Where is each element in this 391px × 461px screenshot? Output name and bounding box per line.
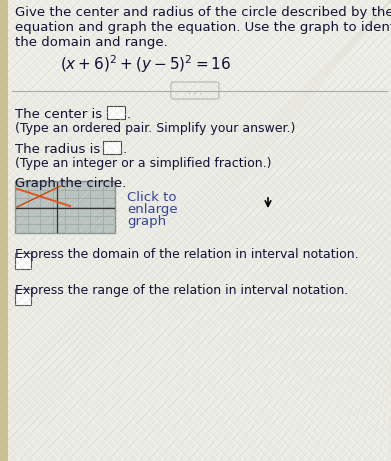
Text: The center is: The center is <box>15 108 102 121</box>
Bar <box>107 106 125 119</box>
Text: (Type an integer or a simplified fraction.): (Type an integer or a simplified fractio… <box>15 157 271 170</box>
Text: .: . <box>123 143 127 156</box>
Text: . . .: . . . <box>188 87 202 95</box>
Bar <box>0 0 8 461</box>
Text: Give the center and radius of the circle described by the: Give the center and radius of the circle… <box>15 6 391 19</box>
Text: the domain and range.: the domain and range. <box>15 36 168 49</box>
Bar <box>15 289 31 305</box>
Bar <box>15 253 31 269</box>
Text: enlarge: enlarge <box>127 203 178 216</box>
Text: Graph the circle.: Graph the circle. <box>15 177 126 190</box>
Text: equation and graph the equation. Use the graph to identify: equation and graph the equation. Use the… <box>15 21 391 34</box>
Text: (Type an ordered pair. Simplify your answer.): (Type an ordered pair. Simplify your ans… <box>15 122 295 135</box>
Text: .: . <box>127 108 131 121</box>
FancyBboxPatch shape <box>171 82 219 99</box>
Text: Express the domain of the relation in interval notation.: Express the domain of the relation in in… <box>15 248 359 261</box>
Text: $(x+6)^2+(y-5)^2=16$: $(x+6)^2+(y-5)^2=16$ <box>60 53 231 75</box>
Text: Click to: Click to <box>127 191 176 204</box>
Text: Express the range of the relation in interval notation.: Express the range of the relation in int… <box>15 284 348 297</box>
Bar <box>15 181 115 233</box>
Bar <box>8 0 391 91</box>
Text: The radius is: The radius is <box>15 143 100 156</box>
Text: graph: graph <box>127 215 166 228</box>
Bar <box>103 141 121 154</box>
